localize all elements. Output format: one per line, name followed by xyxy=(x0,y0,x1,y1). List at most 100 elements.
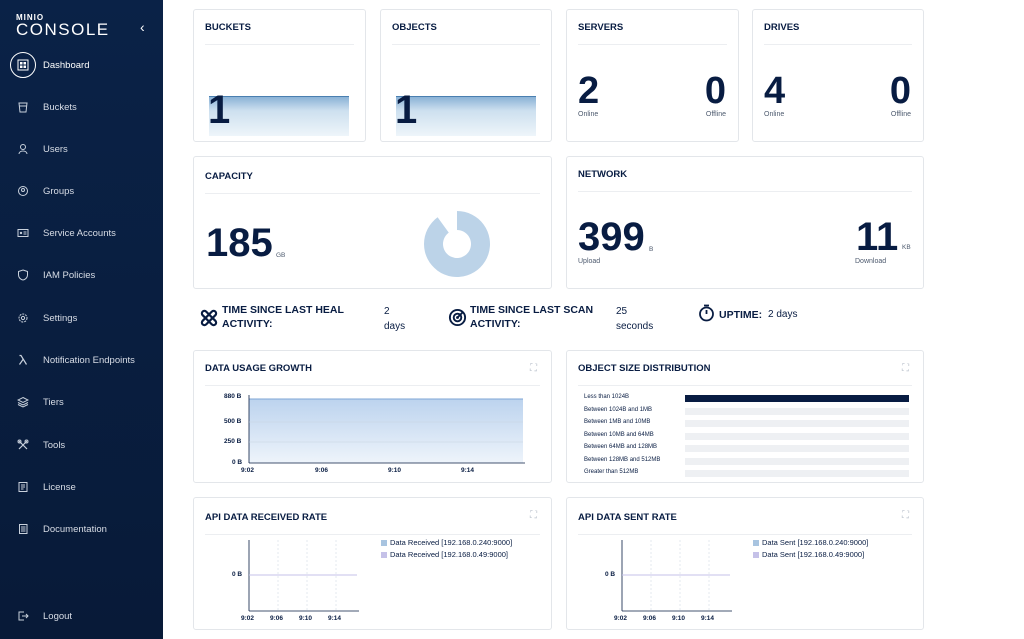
sidebar-item-tiers[interactable]: Tiers xyxy=(10,389,160,415)
minio-logo[interactable]: MINIO CONSOLE xyxy=(16,13,110,38)
divider xyxy=(205,193,540,194)
card-title: API DATA SENT RATE xyxy=(578,512,677,523)
scan-icon xyxy=(448,308,467,327)
size-bucket-bar xyxy=(685,395,909,402)
scan-label: TIME SINCE LAST SCAN ACTIVITY: xyxy=(470,304,593,330)
size-bucket-track xyxy=(685,457,909,465)
sidebar-item-dashboard[interactable]: Dashboard xyxy=(10,52,160,78)
logout-icon xyxy=(10,603,36,629)
tools-icon xyxy=(10,432,36,458)
size-bucket-track xyxy=(685,432,909,440)
sidebar-item-iam-policies[interactable]: IAM Policies xyxy=(10,262,160,288)
expand-icon[interactable]: ⛶ xyxy=(530,363,537,374)
y-tick-label: 500 B xyxy=(224,418,242,425)
drives-offline-count: 0 xyxy=(889,70,911,112)
sidebar-item-tools[interactable]: Tools xyxy=(10,432,160,458)
sidebar-item-label: Groups xyxy=(43,185,75,197)
lambda-icon xyxy=(10,347,36,373)
documentation-icon xyxy=(10,516,36,542)
scan-label-line2: ACTIVITY: xyxy=(470,318,521,330)
size-bucket-label: Between 10MB and 64MB xyxy=(584,431,654,438)
legend-item: Data Received [192.168.0.240:9000] xyxy=(381,538,512,547)
sidebar-item-groups[interactable]: Groups xyxy=(10,178,160,204)
service-account-icon xyxy=(10,220,36,246)
legend-swatch xyxy=(753,539,759,546)
drives-card: DRIVES 4 Online 0 Offline xyxy=(752,9,924,142)
x-tick-label: 9:02 xyxy=(614,615,628,622)
sidebar-item-license[interactable]: License xyxy=(10,474,160,500)
divider xyxy=(205,534,540,535)
size-bucket-label: Between 1MB and 10MB xyxy=(584,419,651,425)
size-bucket-label: Greater than 512MB xyxy=(584,469,639,475)
expand-icon[interactable]: ⛶ xyxy=(902,510,909,521)
scan-label-line1: TIME SINCE LAST SCAN xyxy=(470,304,594,316)
sidebar-item-logout[interactable]: Logout xyxy=(10,603,160,629)
capacity-value: 185 xyxy=(206,221,273,265)
size-bucket-label: Between 128MB and 512MB xyxy=(584,456,661,463)
usage-area xyxy=(249,399,523,463)
download-label: Download xyxy=(855,258,887,265)
divider xyxy=(578,191,912,192)
data-usage-chart xyxy=(248,395,525,464)
drives-online-count: 4 xyxy=(764,70,786,112)
buckets-count: 1 xyxy=(208,88,231,132)
divider xyxy=(578,44,727,45)
sidebar-item-label: Notification Endpoints xyxy=(43,354,135,366)
download-unit: KB xyxy=(902,244,911,251)
size-bucket-label: Less than 1024B xyxy=(584,394,630,400)
sidebar-item-service-accounts[interactable]: Service Accounts xyxy=(10,220,160,246)
sidebar-item-label: Users xyxy=(43,143,68,155)
divider xyxy=(392,44,540,45)
bucket-icon xyxy=(10,94,36,120)
user-icon xyxy=(10,136,36,162)
network-card: NETWORK 399 B Upload 11 KB Download xyxy=(566,156,924,289)
x-tick-label: 9:06 xyxy=(315,467,329,474)
legend-swatch xyxy=(381,551,387,558)
upload-label: Upload xyxy=(578,258,601,265)
logo-product: CONSOLE xyxy=(16,20,110,39)
capacity-used-arc xyxy=(424,211,490,277)
sidebar-item-buckets[interactable]: Buckets xyxy=(10,94,160,120)
expand-icon[interactable]: ⛶ xyxy=(530,510,537,521)
drives-offline-label: Offline xyxy=(890,111,911,118)
license-icon xyxy=(10,474,36,500)
servers-online-label: Online xyxy=(578,111,599,118)
y-tick-label: 0 B xyxy=(232,571,243,578)
y-tick-label: 880 B xyxy=(224,393,242,400)
heal-value-number: 2 xyxy=(384,306,390,317)
stopwatch-icon xyxy=(699,304,714,322)
size-bucket-track xyxy=(685,420,909,427)
sidebar-item-label: Tiers xyxy=(43,396,64,408)
scan-value: 25 seconds xyxy=(616,306,653,332)
expand-icon[interactable]: ⛶ xyxy=(902,363,909,374)
card-title: NETWORK xyxy=(578,169,628,180)
servers-card: SERVERS 2 Online 0 Offline xyxy=(566,9,739,142)
sidebar-item-notification-endpoints[interactable]: Notification Endpoints xyxy=(10,347,160,373)
sidebar-item-label: IAM Policies xyxy=(43,269,96,281)
heal-label-line1: TIME SINCE LAST HEAL xyxy=(222,304,344,316)
sidebar-item-label: Dashboard xyxy=(43,59,90,71)
legend-label: Data Sent [192.168.0.49:9000] xyxy=(762,550,865,559)
api-received-chart xyxy=(248,540,359,612)
card-title: DRIVES xyxy=(764,22,800,33)
card-title: OBJECT SIZE DISTRIBUTION xyxy=(578,363,711,374)
y-tick-label: 0 B xyxy=(232,459,243,466)
servers-offline-label: Offline xyxy=(705,111,726,118)
card-title: API DATA RECEIVED RATE xyxy=(205,512,328,523)
sidebar-item-users[interactable]: Users xyxy=(10,136,160,162)
capacity-unit: GB xyxy=(276,252,286,259)
sidebar-item-label: License xyxy=(43,481,76,493)
legend-item: Data Received [192.168.0.49:9000] xyxy=(381,550,508,559)
chevron-left-icon[interactable]: ‹ xyxy=(140,19,145,35)
download-value: 11 xyxy=(856,215,899,259)
sidebar-item-documentation[interactable]: Documentation xyxy=(10,516,160,542)
api-sent-chart xyxy=(621,540,732,612)
groups-icon xyxy=(10,178,36,204)
size-bucket-label: Between 64MB and 128MB xyxy=(584,444,658,450)
upload-value: 399 xyxy=(578,215,645,259)
y-tick-label: 250 B xyxy=(224,438,242,445)
sidebar-item-label: Settings xyxy=(43,312,78,324)
sidebar-item-settings[interactable]: Settings xyxy=(10,305,160,331)
size-bucket-track xyxy=(685,407,909,415)
api-sent-card: API DATA SENT RATE ⛶ 0 B 9:02 9:06 9:10 … xyxy=(566,497,924,630)
